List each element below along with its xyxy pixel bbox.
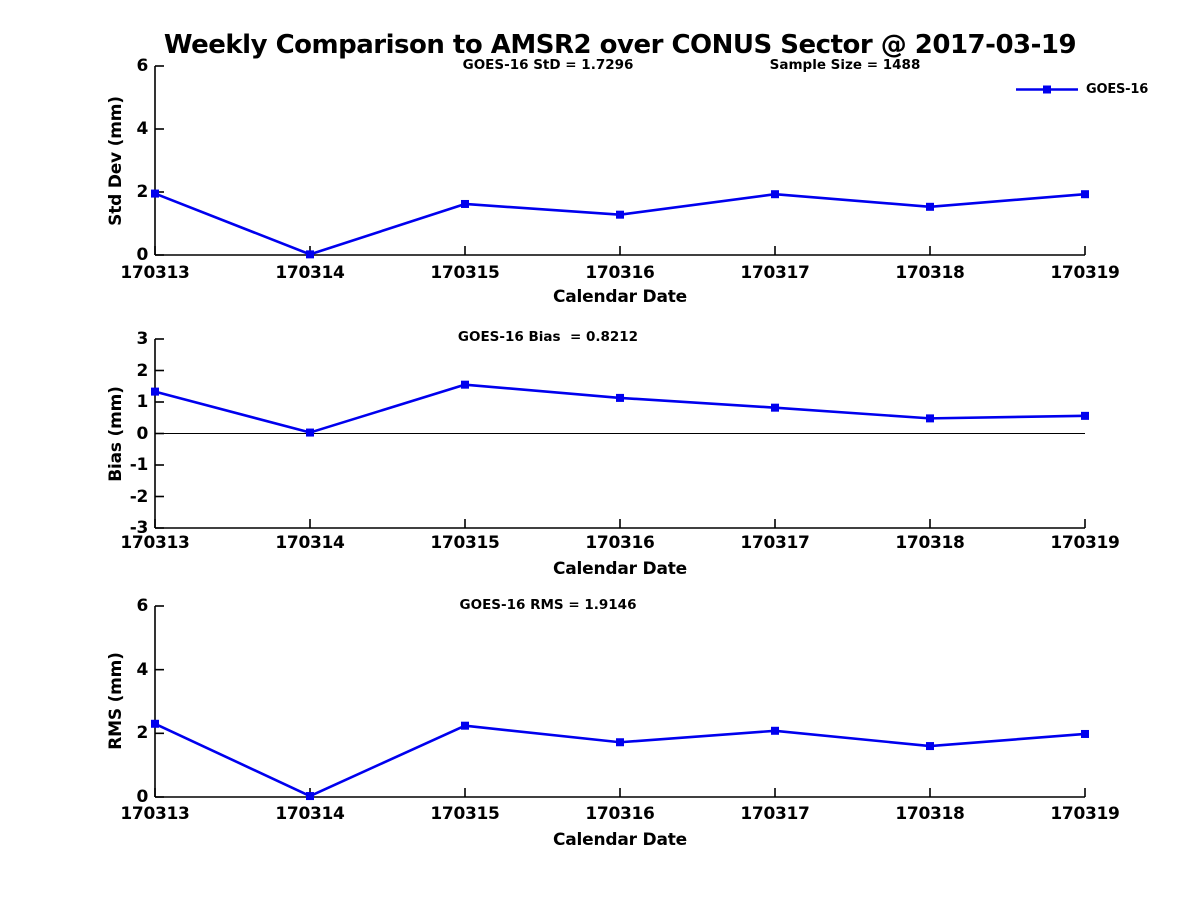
goes16-marker: [616, 393, 624, 402]
stddev-annotation: GOES-16 StD = 1.7296: [462, 57, 634, 73]
y-tick-label: 2: [136, 360, 148, 381]
y-tick-label: -2: [129, 486, 149, 507]
goes16-line: [154, 192, 1086, 256]
rms-y-axis-label: RMS (mm): [106, 652, 126, 750]
y-tick-label: 6: [136, 56, 148, 76]
goes16-line: [154, 722, 1086, 798]
y-tick-label: 2: [136, 723, 148, 744]
x-tick-label: 170317: [740, 804, 810, 824]
goes16-marker: [616, 210, 624, 219]
x-tick-label: 170314: [275, 804, 345, 824]
x-tick-label: 170318: [895, 533, 965, 553]
goes16-marker: [1081, 190, 1089, 199]
stddev-plot-area: [151, 65, 1089, 259]
y-tick-label: 1: [136, 392, 148, 412]
legend: GOES-16: [1015, 82, 1148, 97]
goes16-marker: [771, 190, 779, 199]
y-tick-label: 2: [136, 182, 148, 202]
y-tick-label: -3: [129, 518, 149, 538]
rms-plot-area: [151, 605, 1089, 801]
x-tick-label: 170316: [585, 804, 655, 824]
goes16-marker: [616, 738, 624, 747]
x-tick-label: 170313: [120, 533, 190, 553]
legend-label: GOES-16: [1086, 82, 1149, 97]
y-tick-label: 3: [136, 329, 148, 349]
y-tick-label: 0: [136, 423, 148, 444]
goes16-marker: [306, 250, 314, 259]
x-tick-label: 170315: [430, 533, 500, 553]
y-tick-label: 4: [136, 659, 148, 680]
rms-annotation: GOES-16 RMS = 1.9146: [459, 597, 637, 613]
x-tick-label: 170319: [1050, 804, 1120, 824]
y-tick-label: -1: [129, 455, 149, 475]
goes16-marker: [926, 414, 934, 423]
bias-plot-area: [151, 338, 1089, 529]
legend-line-sample: [1016, 85, 1078, 94]
y-tick-label: 4: [136, 119, 148, 139]
x-tick-label: 170313: [120, 263, 190, 283]
x-tick-label: 170318: [895, 263, 965, 283]
x-axis-label: Calendar Date: [553, 287, 687, 307]
goes16-marker: [461, 199, 469, 208]
y-tick-label: 0: [136, 787, 148, 807]
goes16-marker: [306, 428, 314, 437]
x-tick-label: 170315: [430, 263, 500, 283]
x-tick-label: 170314: [275, 533, 345, 553]
goes16-marker: [306, 792, 314, 801]
x-axis-label: Calendar Date: [553, 559, 687, 579]
goes16-marker: [461, 721, 469, 730]
x-tick-label: 170317: [740, 533, 810, 553]
x-axis-label: Calendar Date: [553, 830, 687, 850]
legend-marker-icon: [1043, 85, 1051, 94]
x-tick-label: 170314: [275, 263, 345, 283]
goes16-line: [154, 383, 1086, 434]
x-tick-label: 170318: [895, 804, 965, 824]
x-tick-label: 170317: [740, 263, 810, 283]
x-tick-label: 170316: [585, 263, 655, 283]
goes16-marker: [1081, 729, 1089, 738]
goes16-marker: [461, 380, 469, 389]
y-tick-label: 0: [136, 245, 148, 265]
stddev-y-axis-label: Std Dev (mm): [106, 96, 126, 226]
goes16-marker: [151, 719, 159, 728]
x-tick-label: 170315: [430, 804, 500, 824]
bias-annotation: GOES-16 Bias = 0.8212: [457, 329, 639, 345]
figure-title: Weekly Comparison to AMSR2 over CONUS Se…: [163, 30, 1077, 60]
y-tick-label: 6: [136, 596, 148, 616]
sample-size-annotation: Sample Size = 1488: [769, 57, 921, 73]
goes16-marker: [771, 403, 779, 412]
goes16-marker: [151, 189, 159, 198]
x-tick-label: 170316: [585, 533, 655, 553]
goes16-marker: [926, 742, 934, 751]
x-tick-label: 170319: [1050, 533, 1120, 553]
goes16-marker: [1081, 411, 1089, 420]
goes16-marker: [926, 202, 934, 211]
x-tick-label: 170319: [1050, 263, 1120, 283]
goes16-marker: [151, 387, 159, 396]
goes16-marker: [771, 726, 779, 735]
x-tick-label: 170313: [120, 804, 190, 824]
